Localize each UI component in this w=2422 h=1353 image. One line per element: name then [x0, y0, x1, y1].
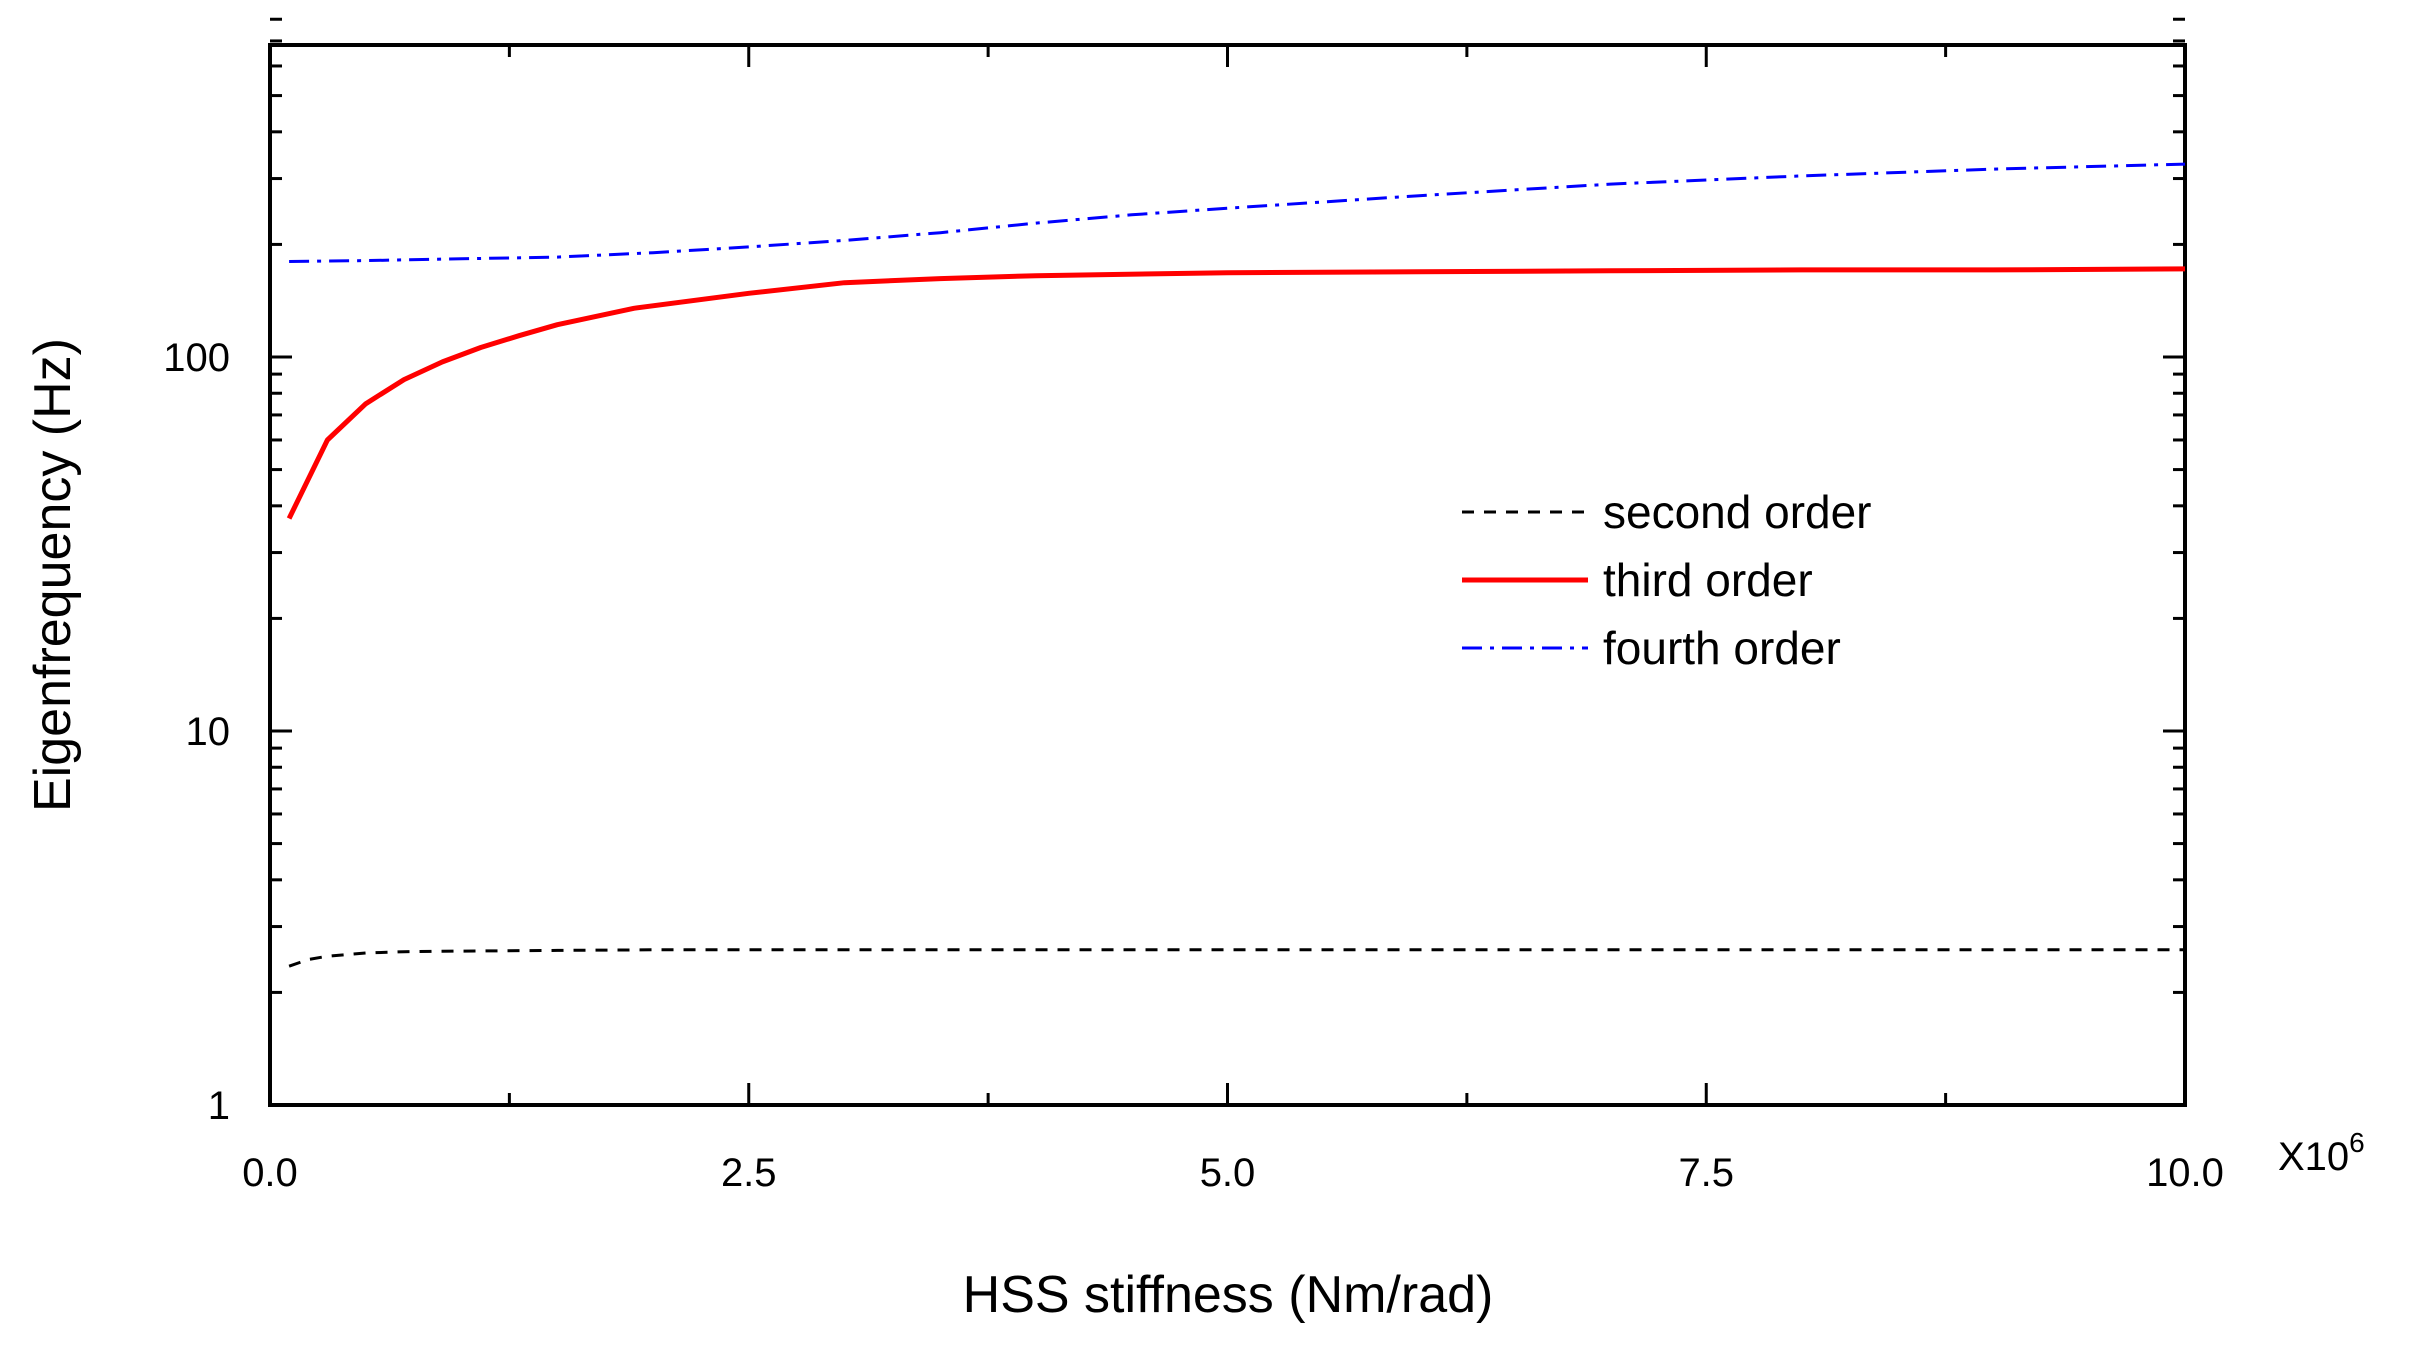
- y-tick-label: 10: [186, 710, 231, 754]
- x-tick-label: 5.0: [1200, 1151, 1256, 1195]
- legend-label: third order: [1603, 554, 1813, 606]
- x-axis-title: HSS stiffness (Nm/rad): [963, 1266, 1494, 1324]
- x-tick-label: 0.0: [242, 1151, 298, 1195]
- legend-label: second order: [1603, 486, 1872, 538]
- legend: second order third order fourth order: [1462, 486, 1872, 674]
- series-line-fourth-order: [289, 162, 2186, 263]
- legend-label: fourth order: [1603, 622, 1841, 674]
- x-tick-label: 7.5: [1678, 1151, 1734, 1195]
- y-axis-title: Eigenfrequency (Hz): [24, 338, 82, 812]
- x-multiplier-label: X106: [2278, 1127, 2365, 1179]
- plot-frame: [268, 43, 2187, 1107]
- series-line-third-order: [286, 266, 2186, 520]
- x-multiplier-base: X10: [2278, 1135, 2349, 1179]
- x-tick-label: 2.5: [721, 1151, 777, 1195]
- x-axis-ticks: 0.0 2.5 5.0 7.5 10.0: [242, 45, 2224, 1195]
- y-tick-label: 100: [163, 336, 230, 380]
- x-multiplier-exponent: 6: [2349, 1127, 2365, 1158]
- y-axis-ticks: 1 10 100: [163, 17, 2185, 1128]
- y-tick-label: 1: [208, 1084, 230, 1128]
- x-tick-label: 10.0: [2146, 1151, 2224, 1195]
- series-layer: [286, 162, 2186, 968]
- series-line-second-order: [288, 948, 2185, 968]
